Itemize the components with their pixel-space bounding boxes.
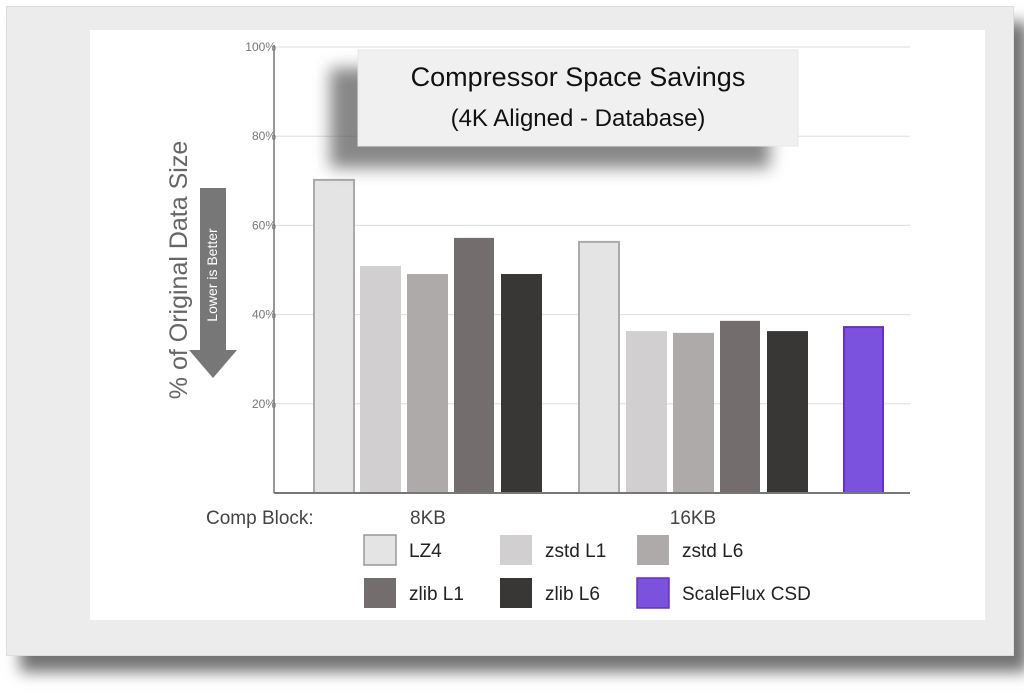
chart-title: Compressor Space Savings: [411, 62, 746, 92]
legend-swatch: [500, 535, 532, 565]
y-tick-label: 100%: [245, 40, 276, 54]
x-axis-label: Comp Block:: [206, 508, 314, 529]
bars: [313, 178, 884, 495]
category-label-16kb: 16KB: [670, 508, 716, 529]
chart-subtitle: (4K Aligned - Database): [451, 105, 706, 132]
legend-label: zstd L6: [682, 541, 743, 562]
bar-zstd-l6-8kb: [407, 274, 448, 493]
lower-is-better-annotation: Lower is Better: [204, 228, 220, 322]
bar-zstd-l1-16kb: [626, 331, 667, 493]
bar-zstd-l6-16kb: [673, 332, 714, 493]
bar-zlib-l1-16kb: [720, 320, 760, 493]
bar-zlib-l1-8kb: [454, 237, 494, 493]
title-box: [357, 49, 799, 147]
y-tick-label: 60%: [252, 218, 276, 232]
legend-swatch: [637, 535, 669, 565]
bar-scaleflux-csd-16kb: [843, 326, 884, 495]
y-tick-label: 40%: [252, 308, 276, 322]
bar-zlib-l6-16kb: [767, 331, 808, 493]
down-arrow-icon: [189, 188, 237, 378]
y-tick-label: 20%: [252, 397, 276, 411]
legend-swatch: [363, 534, 397, 566]
y-axis-label: % of Original Data Size: [165, 141, 193, 399]
y-tick-label: 80%: [252, 129, 276, 143]
legend-label: zlib L6: [545, 584, 600, 605]
legend-label: zlib L1: [409, 584, 464, 605]
legend-label: LZ4: [409, 541, 442, 562]
legend-label: zstd L1: [545, 541, 606, 562]
legend-swatch: [636, 577, 670, 609]
bar-zstd-l1-8kb: [360, 265, 401, 493]
legend-label: ScaleFlux CSD: [682, 584, 811, 605]
y-ticks: 20% 40% 60% 80% 100%: [245, 40, 276, 411]
legend: LZ4 zstd L1 zstd L6 zlib L1 zlib L6 ScaleFlux…: [363, 534, 811, 609]
category-label-8kb: 8KB: [410, 508, 446, 529]
bar-lz4-8kb: [313, 178, 355, 495]
bar-zlib-l6-8kb: [501, 274, 542, 493]
bar-lz4-16kb: [578, 240, 620, 494]
legend-swatch: [364, 578, 396, 608]
legend-swatch: [500, 578, 532, 608]
